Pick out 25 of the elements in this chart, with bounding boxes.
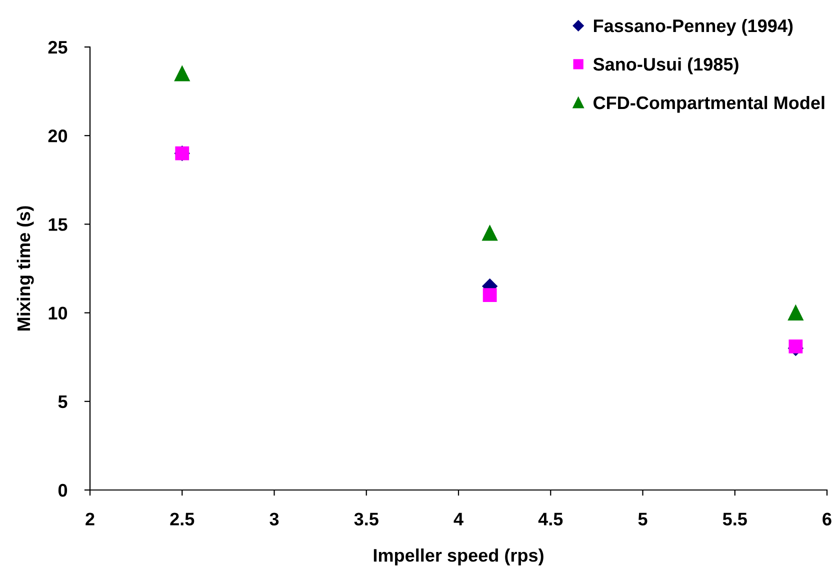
x-tick-label: 2	[86, 512, 94, 526]
point	[482, 225, 498, 241]
y-tick-label: 20	[48, 130, 68, 142]
y-tick-label: 15	[48, 218, 68, 231]
x-tick-label: 3.5	[354, 512, 378, 526]
y-tick-label: 0	[58, 484, 68, 497]
y-tick-label: 10	[48, 306, 68, 320]
x-tick-label: 2.5	[170, 512, 194, 526]
point	[174, 66, 190, 82]
y-tick-label: 5	[58, 396, 68, 408]
x-tick-label: 4.5	[538, 512, 563, 526]
y-axis-title: Mixing time (s)	[16, 206, 34, 330]
x-tick-label: 5	[638, 512, 648, 526]
x-tick-label: 4	[454, 512, 464, 526]
y-tick-label: 25	[48, 40, 68, 54]
x-tick-label: 5.5	[722, 512, 747, 526]
legend-label: Sano-Usui (1985)	[593, 57, 738, 74]
legend-label: CFD-Compartmental Model	[594, 96, 824, 113]
x-axis-title: Impeller speed (rps)	[374, 548, 544, 566]
x-tick-label: 3	[270, 512, 279, 526]
point	[482, 288, 497, 302]
x-tick-label: 6	[822, 512, 832, 526]
point	[788, 305, 804, 320]
legend-label: Fassano-Penney (1994)	[594, 18, 793, 36]
point	[788, 340, 803, 354]
